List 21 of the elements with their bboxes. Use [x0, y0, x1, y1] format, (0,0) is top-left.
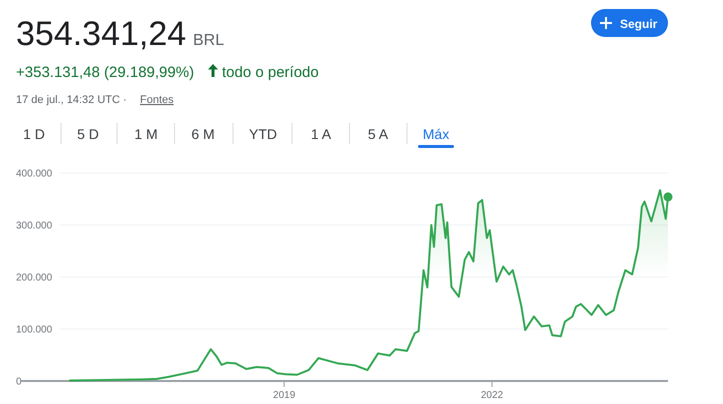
text: 17 de jul., 14:32 UTC ·	[16, 94, 127, 106]
text: 1 A	[310, 126, 332, 142]
text: BRL	[193, 32, 224, 49]
text: 1 M	[134, 126, 158, 142]
chart-title: 354.341,24	[16, 15, 186, 53]
text: 5 A	[368, 126, 389, 142]
text: YTD	[249, 126, 277, 142]
text: todo o período	[222, 64, 319, 81]
text: +353.131,48 (29.189,99%)	[16, 64, 194, 81]
text: 6 M	[191, 126, 215, 142]
text: 1 D	[23, 126, 45, 142]
y-tick-label: 200.000	[16, 272, 53, 284]
y-tick-label: 400.000	[16, 168, 53, 180]
text: Fontes	[140, 94, 174, 106]
y-tick-label: 300.000	[16, 220, 53, 232]
text: Seguir	[620, 17, 658, 31]
text: Máx	[422, 126, 450, 142]
text: 5 D	[77, 126, 99, 142]
y-tick-label: 100.000	[16, 324, 53, 336]
x-tick-label: 2019	[273, 390, 296, 401]
x-tick-label: 2022	[480, 390, 504, 401]
